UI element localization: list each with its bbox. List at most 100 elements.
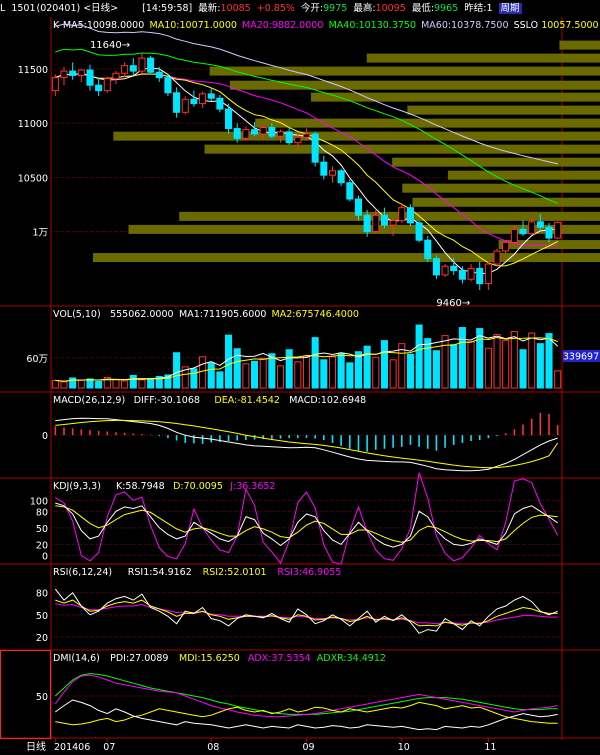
y-tick-label: 10500 (18, 173, 48, 184)
latest-value: 10085 (220, 3, 251, 14)
candle-body (458, 270, 466, 280)
legend-item: MACD:102.6948 (289, 395, 366, 406)
volume-bar (536, 343, 544, 389)
candle-body (432, 258, 440, 276)
x-tick-label: 201406 (54, 742, 90, 753)
quote-time: [14:59:58] (142, 3, 193, 14)
legend-item: 555062.0000 (110, 309, 173, 320)
volume-profile-bar (366, 53, 600, 63)
volume-ma2-line (55, 336, 558, 382)
volume-profile-bar (559, 40, 600, 50)
last-volume-marker (563, 350, 600, 362)
volume-bar (207, 362, 215, 389)
candle-body (441, 265, 449, 276)
candle-body (276, 131, 285, 137)
y-tick-label: 11000 (18, 119, 48, 130)
volume-bar (311, 337, 319, 389)
volume-bar (147, 377, 155, 389)
prefix-label: L (0, 3, 6, 14)
x-axis-label: 日线 (26, 740, 46, 753)
legend-item: MA2:675746.4000 (272, 309, 359, 320)
candle-body (69, 70, 77, 76)
volume-bar (450, 344, 458, 389)
candle-body (337, 170, 345, 184)
volume-bar (155, 375, 163, 389)
kdj-j-line (55, 472, 559, 565)
volume-bar (216, 371, 224, 389)
legend-item: K (53, 20, 60, 31)
volume-bar (354, 351, 362, 389)
candle-body (129, 65, 137, 72)
x-tick-label: 07 (103, 742, 115, 753)
open-value: 9975 (323, 3, 348, 14)
volume-bar (259, 357, 267, 389)
volume-profile-bar (447, 170, 600, 180)
period-label[interactable]: <日线> (83, 3, 119, 14)
rsi3-line (55, 603, 558, 625)
candle-body (138, 57, 146, 72)
volume-bar (233, 348, 241, 389)
volume-bar (502, 340, 510, 389)
candle-body (476, 267, 484, 285)
adx-line (54, 674, 558, 718)
candle-body (233, 128, 241, 139)
volume-profile-bar (229, 80, 600, 90)
high-label: 最高: (353, 3, 376, 14)
volume-bar (302, 355, 311, 389)
y-tick-label: 20 (36, 540, 48, 551)
volume-bar (242, 363, 250, 389)
candle-body (95, 84, 103, 92)
prev-settle-label: 昨结: (464, 3, 487, 14)
volume-bar (285, 349, 293, 389)
period-tab[interactable]: 周期 (498, 3, 522, 14)
volume-bar (545, 333, 553, 389)
legend-item: 10057.5000 (541, 20, 598, 31)
last-volume-label: 339697 (563, 352, 599, 363)
candle-body (372, 214, 380, 233)
rsi1-line (54, 588, 558, 634)
volume-profile-bar (204, 144, 600, 154)
volume-bar (129, 374, 137, 389)
volume-bar (484, 347, 492, 389)
volume-profile-bar (209, 66, 600, 76)
x-tick-label: 10 (398, 742, 410, 753)
candle-body (554, 221, 562, 239)
candle-body (77, 69, 85, 76)
y-tick-label: 20 (36, 633, 48, 644)
candle-body (285, 131, 293, 144)
candle-body (467, 267, 475, 280)
candle-body (406, 207, 414, 224)
x-tick-label: 09 (303, 742, 315, 753)
volume-bar (225, 334, 233, 389)
candle-body (502, 241, 510, 252)
volume-bar (112, 378, 120, 389)
volume-bar (476, 328, 484, 389)
volume-profile-bar (412, 197, 600, 207)
candle-body (103, 78, 111, 92)
rsi2-line (55, 599, 558, 627)
volume-bar (337, 352, 345, 389)
candle-body (510, 228, 518, 243)
y-tick-label: 0 (42, 431, 48, 442)
volume-bar (458, 327, 466, 389)
volume-profile-bar (407, 105, 600, 115)
change-percent: +0.85% (256, 3, 295, 14)
contract-code: 1501 (11, 3, 36, 14)
legend-item: VOL(5,10) (53, 309, 101, 320)
volume-bar (554, 370, 562, 389)
price-annotation: 11640→ (90, 40, 130, 51)
legend-item: ADX:37.5354 (248, 653, 311, 664)
ma60-line (55, 23, 558, 165)
candle-body (302, 133, 311, 138)
legend-item: MA40:10130.3750 (329, 20, 416, 31)
legend-item: RSI(6,12,24) (53, 567, 112, 578)
candle-body (112, 72, 120, 80)
volume-bar (380, 340, 388, 389)
candle-body (268, 126, 276, 137)
volume-profile-bar (402, 183, 600, 193)
volume-bar (199, 356, 207, 389)
volume-bar (415, 324, 423, 389)
mdi-line (55, 701, 558, 726)
volume-bar (467, 341, 475, 389)
volume-bar (510, 331, 518, 389)
